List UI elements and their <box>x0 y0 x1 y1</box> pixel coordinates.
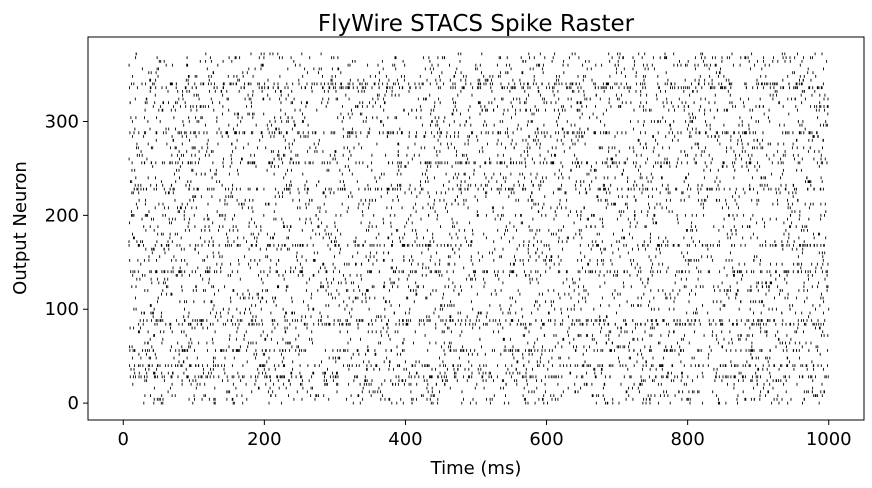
x-axis-label: Time (ms) <box>430 458 522 479</box>
y-axis-ticks: 0 100 200 300 <box>45 111 88 414</box>
chart-title: FlyWire STACS Spike Raster <box>318 11 635 37</box>
y-axis-label: Output Neuron <box>10 161 31 295</box>
x-tick-label: 200 <box>247 429 281 450</box>
spike-marks <box>128 52 830 405</box>
x-axis-ticks: 0 200 400 600 800 1000 <box>118 420 852 450</box>
y-tick-label: 300 <box>45 111 79 132</box>
y-tick-label: 200 <box>45 205 79 226</box>
y-tick-label: 0 <box>68 393 79 414</box>
plot-frame <box>87 36 865 421</box>
spike-ticks <box>128 52 830 405</box>
x-tick-label: 400 <box>388 429 422 450</box>
x-tick-label: 1000 <box>806 429 852 450</box>
x-tick-label: 800 <box>670 429 704 450</box>
y-tick-label: 100 <box>45 299 79 320</box>
x-tick-label: 0 <box>118 429 129 450</box>
x-tick-label: 600 <box>529 429 563 450</box>
